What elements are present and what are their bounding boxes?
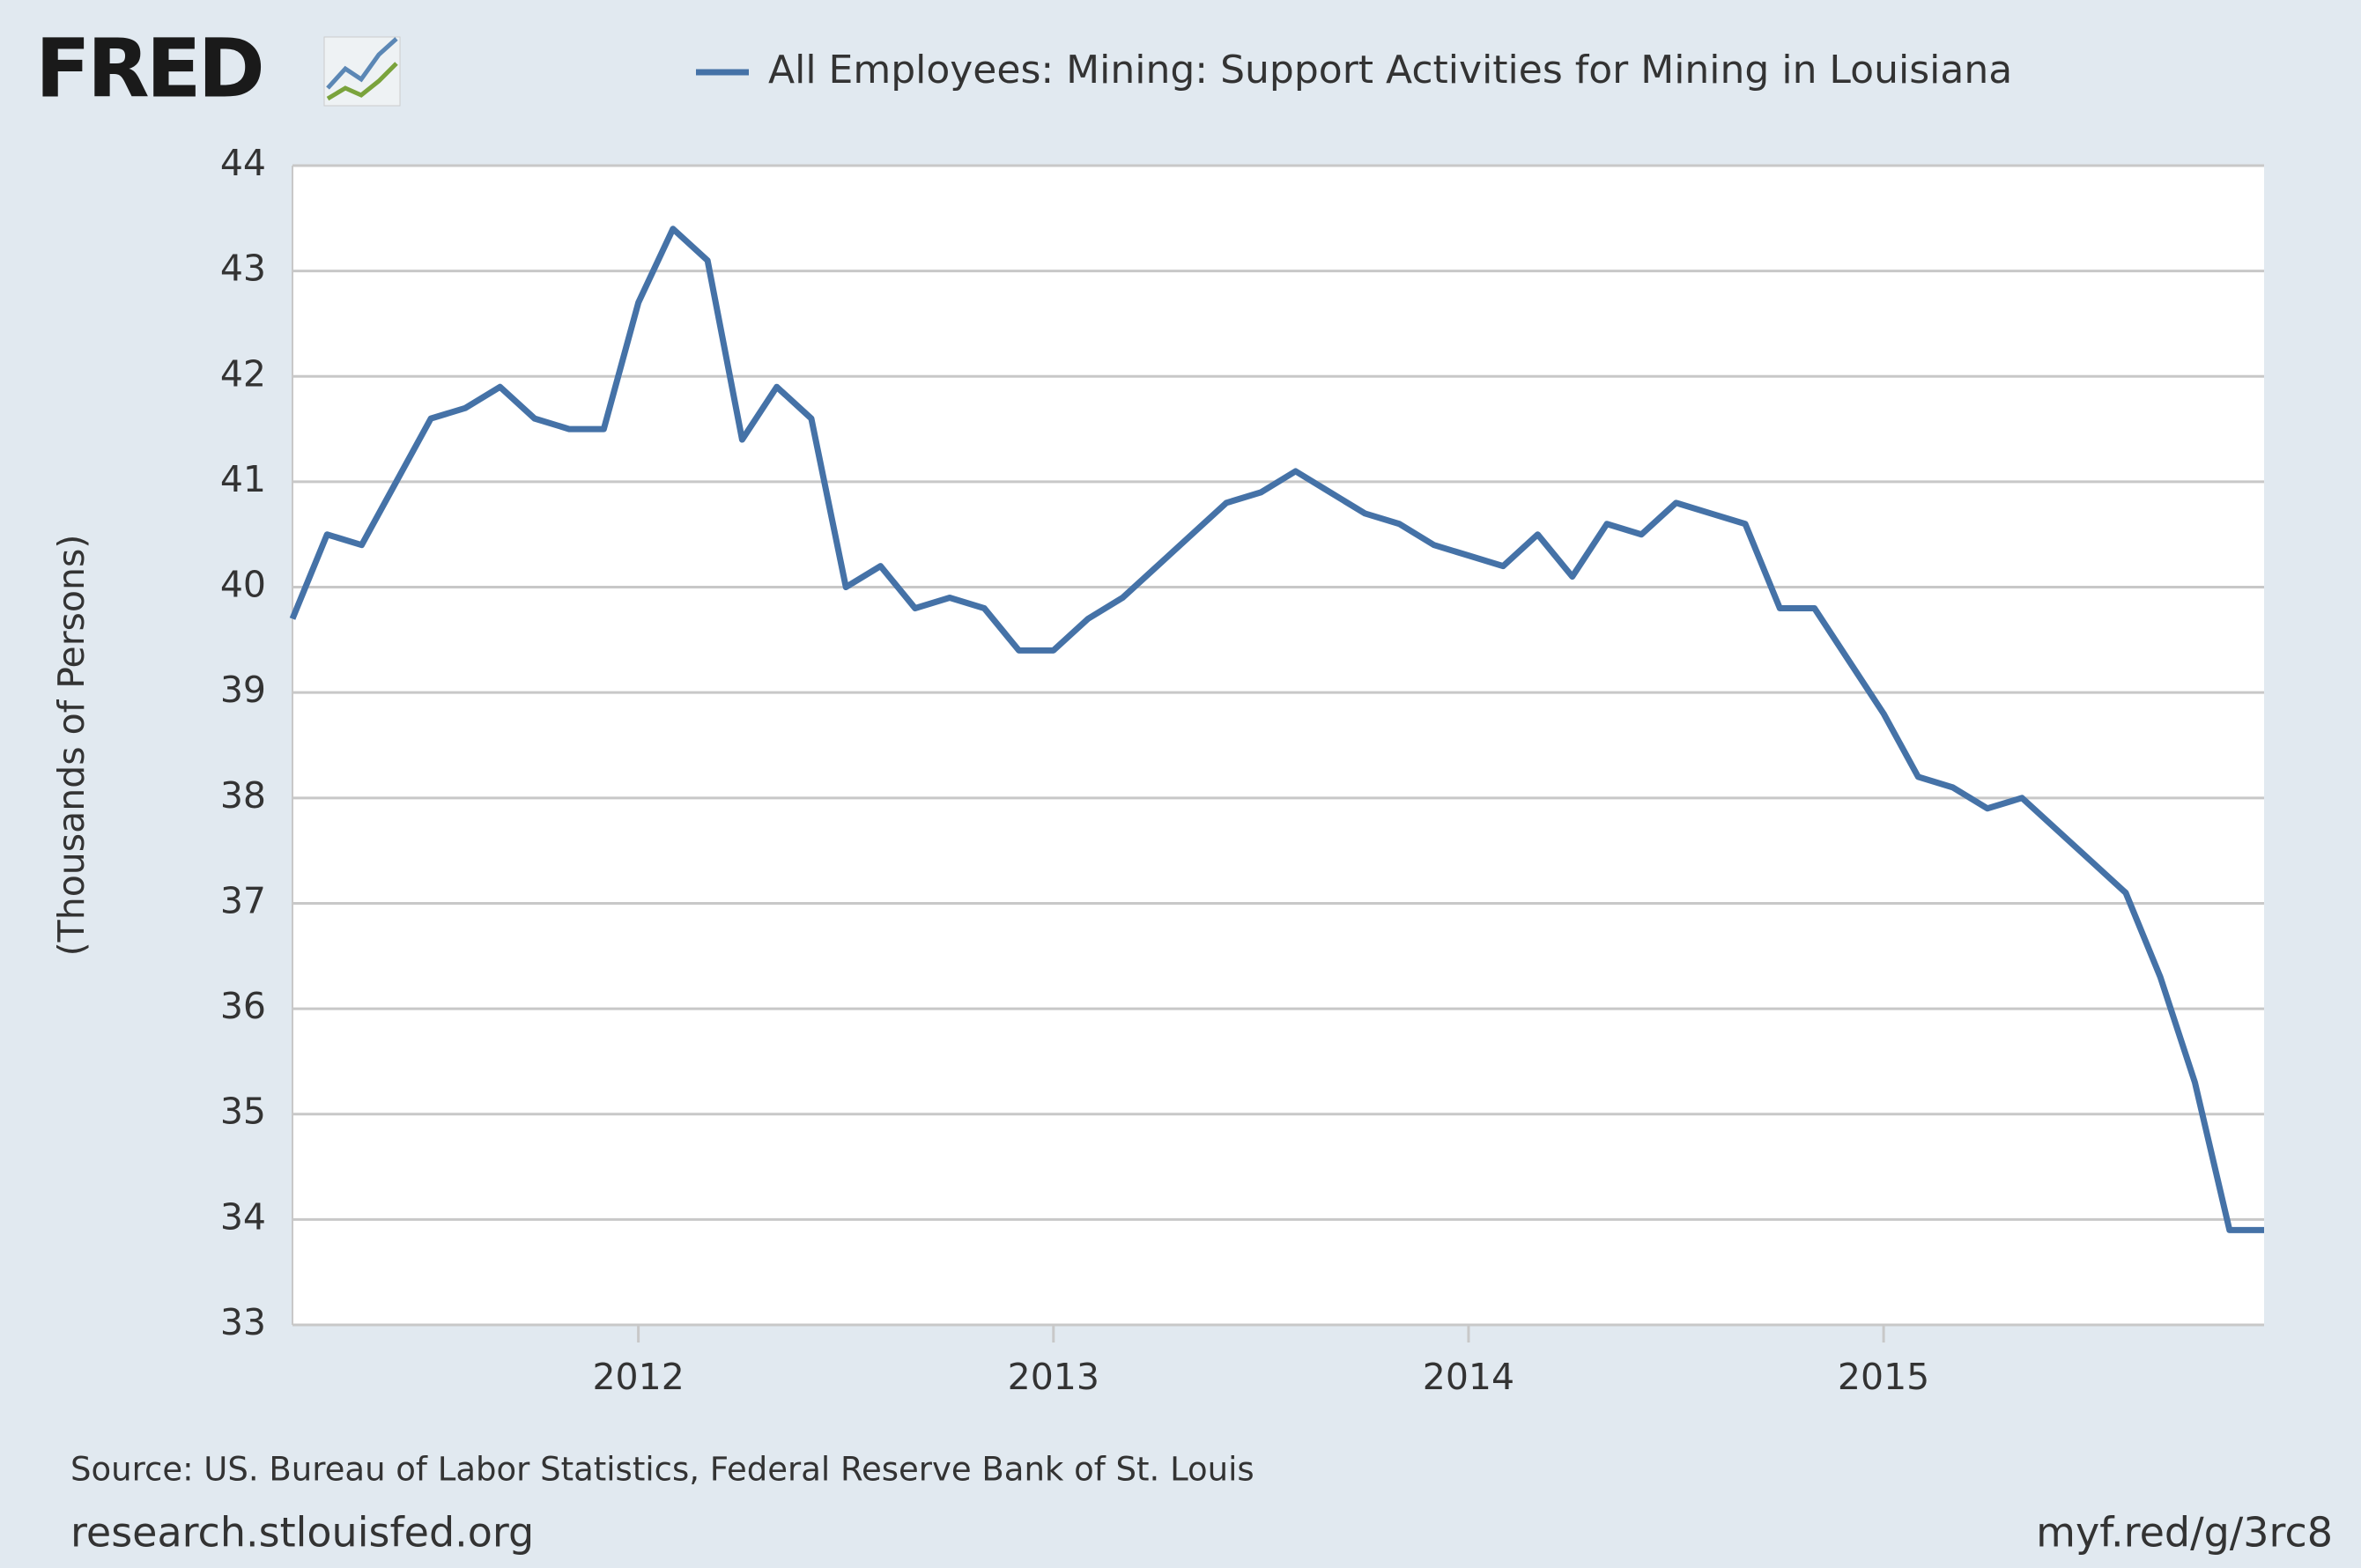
line-series — [289, 226, 2264, 1233]
y-tick-label: 44 — [220, 142, 266, 184]
x-tick-label: 2013 — [1008, 1356, 1099, 1398]
plot-area — [292, 166, 2264, 1325]
source: Source: US. Bureau of Labor Statistics, … — [70, 1451, 1255, 1489]
y-tick-label: 38 — [220, 774, 266, 817]
y-tick-label: 42 — [220, 352, 266, 395]
site: research.stlouisfed.org — [70, 1509, 534, 1557]
y-tick-label: 33 — [220, 1301, 266, 1343]
short-url: myf.red/g/3rc8 — [2036, 1509, 2333, 1557]
y-tick-label: 41 — [220, 458, 266, 500]
logo-icon — [323, 36, 401, 107]
x-tick-label: 2014 — [1423, 1356, 1514, 1398]
y-tick-label: 40 — [220, 564, 266, 606]
y-tick-label: 35 — [220, 1091, 266, 1133]
y-axis-label: (Thousands of Persons) — [50, 535, 93, 957]
logo: FRED — [35, 21, 262, 115]
legend-label: All Employees: Mining: Support Activitie… — [768, 48, 2012, 92]
x-tick-label: 2012 — [592, 1356, 684, 1398]
y-tick-label: 37 — [220, 879, 266, 921]
y-tick-label: 36 — [220, 985, 266, 1027]
y-tick-label: 43 — [220, 248, 266, 290]
x-tick-label: 2015 — [1838, 1356, 1929, 1398]
y-tick-label: 39 — [220, 669, 266, 711]
y-tick-label: 34 — [220, 1195, 266, 1238]
